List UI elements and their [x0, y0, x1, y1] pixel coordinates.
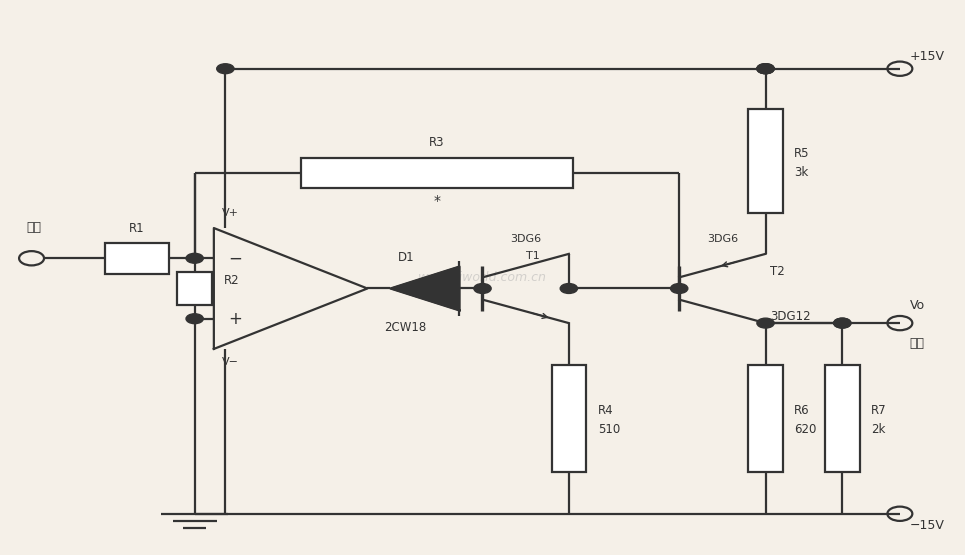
Text: 3DG6: 3DG6 — [510, 234, 541, 244]
Text: R7: R7 — [871, 403, 887, 417]
Circle shape — [757, 318, 774, 328]
Circle shape — [186, 314, 204, 324]
Bar — [748, 365, 783, 472]
Bar — [552, 365, 586, 472]
Text: +15V: +15V — [909, 50, 945, 63]
Circle shape — [217, 64, 234, 74]
Text: Vo: Vo — [909, 299, 924, 312]
Text: V−: V− — [222, 357, 238, 367]
Text: R5: R5 — [794, 147, 810, 159]
Text: −15V: −15V — [909, 519, 945, 532]
Text: 输出: 输出 — [909, 337, 924, 350]
Bar — [105, 243, 169, 274]
Text: 620: 620 — [794, 423, 816, 436]
Bar — [178, 271, 212, 305]
Text: R2: R2 — [224, 274, 239, 287]
Text: 3DG6: 3DG6 — [706, 234, 738, 244]
Text: T1: T1 — [526, 251, 539, 261]
Text: R3: R3 — [429, 137, 445, 149]
Text: R1: R1 — [129, 221, 145, 235]
Text: *: * — [433, 194, 440, 208]
Bar — [301, 158, 572, 189]
Circle shape — [757, 64, 774, 74]
Text: R6: R6 — [794, 403, 810, 417]
Circle shape — [757, 64, 774, 74]
Text: R4: R4 — [597, 403, 614, 417]
Circle shape — [561, 284, 577, 294]
Text: www.aiworld.com.cn: www.aiworld.com.cn — [418, 271, 547, 284]
Circle shape — [834, 318, 851, 328]
Text: 2k: 2k — [871, 423, 886, 436]
Circle shape — [474, 284, 491, 294]
Circle shape — [834, 318, 851, 328]
Text: −: − — [229, 249, 242, 268]
Bar — [748, 109, 783, 213]
Text: 3DG12: 3DG12 — [770, 310, 811, 324]
Text: 2CW18: 2CW18 — [385, 321, 427, 335]
Text: 3k: 3k — [794, 166, 809, 179]
Text: 输入: 输入 — [27, 220, 41, 234]
Polygon shape — [391, 266, 459, 310]
Circle shape — [671, 284, 688, 294]
Text: +: + — [229, 310, 242, 327]
Text: D1: D1 — [398, 251, 414, 264]
Circle shape — [757, 64, 774, 74]
Text: T2: T2 — [770, 265, 786, 278]
Text: V+: V+ — [222, 208, 238, 218]
Circle shape — [186, 253, 204, 263]
Text: 510: 510 — [597, 423, 620, 436]
Bar — [825, 365, 860, 472]
